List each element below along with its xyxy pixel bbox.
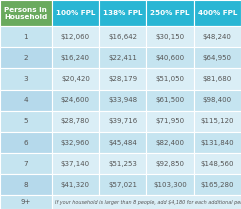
Text: $92,850: $92,850 bbox=[155, 161, 184, 167]
Text: $24,600: $24,600 bbox=[61, 97, 90, 103]
Bar bbox=[0, 174, 52, 195]
Bar bbox=[52, 47, 99, 69]
Text: $41,320: $41,320 bbox=[61, 182, 90, 188]
Text: $51,050: $51,050 bbox=[155, 76, 184, 82]
Bar bbox=[52, 111, 99, 132]
Text: $12,060: $12,060 bbox=[61, 34, 90, 40]
Text: $82,400: $82,400 bbox=[155, 140, 184, 145]
Text: $103,300: $103,300 bbox=[153, 182, 187, 188]
Bar bbox=[52, 153, 99, 174]
Text: $30,150: $30,150 bbox=[155, 34, 184, 40]
Text: $40,600: $40,600 bbox=[155, 55, 184, 61]
Text: $37,140: $37,140 bbox=[61, 161, 90, 167]
Bar bbox=[0, 132, 52, 153]
Text: $148,560: $148,560 bbox=[201, 161, 234, 167]
Text: Persons in
Household: Persons in Household bbox=[4, 6, 47, 20]
Bar bbox=[99, 47, 146, 69]
Text: 8: 8 bbox=[24, 182, 28, 188]
Text: 400% FPL: 400% FPL bbox=[198, 10, 237, 16]
Text: 3: 3 bbox=[24, 76, 28, 82]
Bar bbox=[194, 47, 241, 69]
Bar bbox=[52, 195, 241, 209]
Text: 4: 4 bbox=[24, 97, 28, 103]
Bar bbox=[99, 174, 146, 195]
Bar bbox=[194, 132, 241, 153]
Bar bbox=[146, 111, 194, 132]
Bar bbox=[194, 153, 241, 174]
Text: $98,400: $98,400 bbox=[203, 97, 232, 103]
Bar bbox=[146, 0, 194, 26]
Bar bbox=[99, 0, 146, 26]
Bar bbox=[99, 111, 146, 132]
Text: $51,253: $51,253 bbox=[108, 161, 137, 167]
Bar bbox=[0, 26, 52, 47]
Text: $20,420: $20,420 bbox=[61, 76, 90, 82]
Text: $28,179: $28,179 bbox=[108, 76, 137, 82]
Text: $57,021: $57,021 bbox=[108, 182, 137, 188]
Text: $45,484: $45,484 bbox=[108, 140, 137, 145]
Text: 250% FPL: 250% FPL bbox=[150, 10, 190, 16]
Bar bbox=[194, 68, 241, 90]
Bar bbox=[99, 26, 146, 47]
Text: 138% FPL: 138% FPL bbox=[103, 10, 142, 16]
Bar bbox=[0, 111, 52, 132]
Text: $64,950: $64,950 bbox=[203, 55, 232, 61]
Text: $32,960: $32,960 bbox=[61, 140, 90, 145]
Text: $16,240: $16,240 bbox=[61, 55, 90, 61]
Bar bbox=[194, 174, 241, 195]
Text: 6: 6 bbox=[24, 140, 28, 145]
Bar bbox=[146, 47, 194, 69]
Bar bbox=[0, 68, 52, 90]
Text: $28,780: $28,780 bbox=[61, 118, 90, 124]
Bar bbox=[146, 26, 194, 47]
Text: $81,680: $81,680 bbox=[203, 76, 232, 82]
Text: $165,280: $165,280 bbox=[201, 182, 234, 188]
Text: 5: 5 bbox=[24, 118, 28, 124]
Bar bbox=[0, 0, 52, 26]
Text: $39,716: $39,716 bbox=[108, 118, 137, 124]
Bar bbox=[194, 111, 241, 132]
Bar bbox=[146, 153, 194, 174]
Bar bbox=[146, 132, 194, 153]
Bar bbox=[146, 68, 194, 90]
Text: $16,642: $16,642 bbox=[108, 34, 137, 40]
Bar bbox=[194, 90, 241, 111]
Text: 1: 1 bbox=[24, 34, 28, 40]
Bar bbox=[52, 90, 99, 111]
Bar bbox=[99, 153, 146, 174]
Text: $33,948: $33,948 bbox=[108, 97, 137, 103]
Bar bbox=[99, 68, 146, 90]
Bar bbox=[146, 174, 194, 195]
Text: $71,950: $71,950 bbox=[155, 118, 184, 124]
Text: $48,240: $48,240 bbox=[203, 34, 232, 40]
Text: If your household is larger than 8 people, add $4,180 for each additional person: If your household is larger than 8 peopl… bbox=[55, 200, 241, 205]
Text: $131,840: $131,840 bbox=[201, 140, 234, 145]
Text: 2: 2 bbox=[24, 55, 28, 61]
Text: 7: 7 bbox=[24, 161, 28, 167]
Bar bbox=[52, 68, 99, 90]
Bar bbox=[0, 47, 52, 69]
Bar bbox=[52, 132, 99, 153]
Bar bbox=[0, 195, 52, 209]
Text: $115,120: $115,120 bbox=[201, 118, 234, 124]
Bar bbox=[52, 174, 99, 195]
Bar bbox=[194, 0, 241, 26]
Bar bbox=[52, 0, 99, 26]
Text: $61,500: $61,500 bbox=[155, 97, 184, 103]
Bar bbox=[146, 90, 194, 111]
Text: $22,411: $22,411 bbox=[108, 55, 137, 61]
Bar bbox=[52, 26, 99, 47]
Bar bbox=[0, 90, 52, 111]
Text: 100% FPL: 100% FPL bbox=[56, 10, 95, 16]
Bar bbox=[0, 153, 52, 174]
Bar bbox=[99, 90, 146, 111]
Bar bbox=[194, 26, 241, 47]
Bar bbox=[99, 132, 146, 153]
Text: 9+: 9+ bbox=[21, 199, 31, 205]
